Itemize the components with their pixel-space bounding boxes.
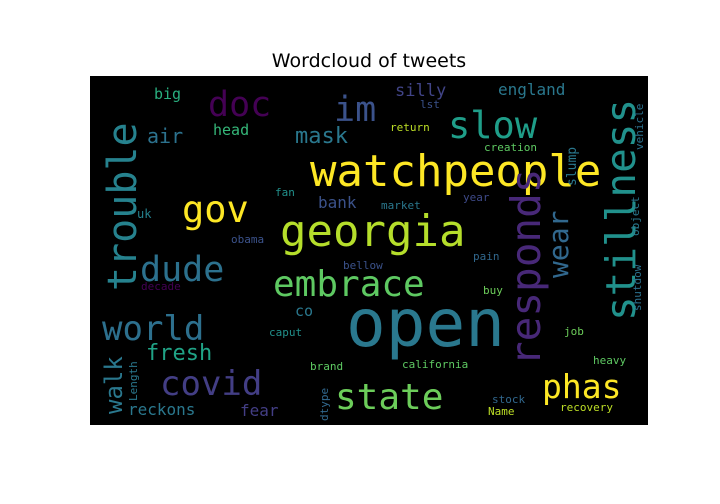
word-caput: caput <box>269 326 302 339</box>
word-silly: silly <box>395 81 446 101</box>
word-state: state <box>335 377 443 418</box>
word-head: head <box>213 121 249 139</box>
word-doc: doc <box>208 85 271 125</box>
word-fresh: fresh <box>146 341 212 366</box>
word-job: job <box>564 325 584 338</box>
word-shutdow: shutdow <box>631 264 644 311</box>
word-decade: decade <box>141 280 181 293</box>
word-georgia: georgia <box>280 206 465 257</box>
word-gov: gov <box>182 188 249 231</box>
word-bank: bank <box>318 193 357 212</box>
word-fan: fan <box>275 186 295 199</box>
word-big: big <box>154 85 181 103</box>
word-length: Length <box>127 361 140 401</box>
cloud-background <box>90 76 648 425</box>
chart-title: Wordcloud of tweets <box>271 50 467 72</box>
word-object: object <box>629 196 642 236</box>
word-stock: stock <box>492 393 525 406</box>
word-creation: creation <box>484 141 537 154</box>
word-reckons: reckons <box>128 400 195 419</box>
word-market: market <box>381 199 421 212</box>
word-phas: phas <box>542 367 621 406</box>
word-heavy: heavy <box>593 354 626 367</box>
word-slump: slump <box>565 147 580 186</box>
word-uk: uk <box>137 207 152 221</box>
word-year: year <box>463 191 490 204</box>
word-return: return <box>390 121 430 134</box>
word-world: world <box>102 309 204 349</box>
word-group: open watchpeople georgia stillness responds t… <box>100 80 646 421</box>
word-embrace: embrace <box>273 264 425 305</box>
word-watchpeople: watchpeople <box>310 146 601 197</box>
word-california: california <box>402 358 468 371</box>
word-dtype: dtype <box>318 388 331 421</box>
word-lst: lst <box>420 98 440 111</box>
word-vehicle: vehicle <box>633 104 646 150</box>
word-responds: responds <box>502 169 550 366</box>
word-obama: obama <box>231 233 264 246</box>
word-pain: pain <box>473 250 500 263</box>
word-covid: covid <box>160 364 262 404</box>
word-trouble: trouble <box>100 122 146 291</box>
word-stillness: stillness <box>597 99 645 321</box>
word-mask: mask <box>295 124 348 149</box>
word-air: air <box>147 124 183 148</box>
word-buy: buy <box>483 284 503 297</box>
word-brand: brand <box>310 360 343 373</box>
word-open: open <box>346 285 505 362</box>
word-walk: walk <box>100 356 128 414</box>
word-name: Name <box>488 405 515 418</box>
word-dude: dude <box>140 250 224 290</box>
word-fear: fear <box>240 401 279 420</box>
word-slow: slow <box>448 104 538 147</box>
word-co: co <box>295 302 313 320</box>
word-bellow: bellow <box>343 259 383 272</box>
word-england: england <box>498 80 565 99</box>
wordcloud: open watchpeople georgia stillness responds t… <box>90 76 648 425</box>
word-im: im <box>334 90 376 130</box>
word-recovery: recovery <box>560 401 613 414</box>
word-wear: wear <box>542 211 575 278</box>
